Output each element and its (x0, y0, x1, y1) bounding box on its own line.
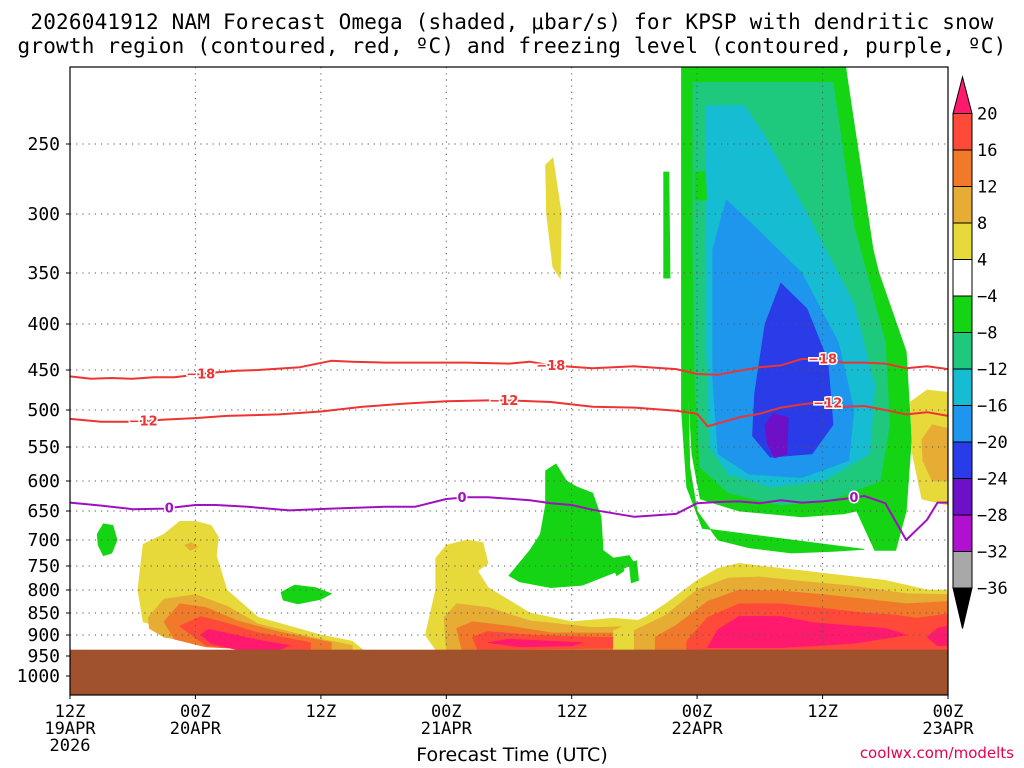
x-tick-label: 22APR (672, 719, 724, 739)
x-tick-label: 12Z (807, 702, 838, 722)
colorbar-swatch (952, 186, 973, 224)
y-tick-label: 400 (27, 314, 60, 335)
colorbar-label: −16 (977, 397, 1008, 417)
x-tick-label: 19APR (44, 719, 96, 739)
contour-label: −12 (129, 415, 158, 430)
site-credit: coolwx.com/modelts (859, 744, 1014, 762)
colorbar-label: −12 (977, 360, 1008, 380)
y-tick-label: 450 (27, 360, 60, 381)
omega-ascent-strip (663, 171, 671, 279)
x-tick-label: 12Z (306, 702, 337, 722)
y-tick-label: 700 (27, 530, 60, 551)
colorbar-swatch (952, 149, 973, 187)
colorbar-swatch (952, 113, 973, 151)
colorbar-arrow-bottom (952, 587, 973, 629)
x-tick-label: 12Z (556, 702, 587, 722)
colorbar-label: −28 (977, 506, 1008, 526)
colorbar-swatch (952, 551, 973, 589)
y-tick-label: 650 (27, 501, 60, 522)
x-tick-label: 21APR (421, 719, 473, 739)
colorbar-label: −32 (977, 543, 1008, 563)
contour-label: 0 (457, 491, 466, 506)
colorbar-label: 8 (977, 214, 987, 234)
omega-descent-aloft (545, 157, 562, 280)
colorbar-label: 20 (977, 105, 997, 125)
contour-line-2 (69, 495, 948, 541)
contour-line-1 (69, 399, 949, 428)
omega-ascent-cell (694, 171, 707, 201)
omega-colorbar: 20 16 12 8 4 −4 −8 −12 −16 −20 −24 −28 −32 −36 (952, 75, 1008, 629)
y-tick-label: 350 (27, 263, 60, 284)
contour-label: −12 (489, 394, 518, 409)
chart-title-line-1: 2026041912 NAM Forecast Omega (shaded, μ… (30, 10, 994, 34)
omega-descent-area (200, 628, 291, 651)
x-tick-label: 00Z (180, 702, 211, 722)
colorbar-label: −8 (977, 324, 997, 344)
x-tick-label: 2026 (50, 736, 91, 756)
x-axis-title: Forecast Time (UTC) (416, 744, 608, 766)
y-tick-label: 600 (27, 471, 60, 492)
contour-label: −18 (536, 359, 565, 374)
colorbar-label: 4 (977, 251, 987, 271)
contour-line-0 (69, 358, 949, 380)
y-tick-label: 500 (27, 400, 60, 421)
omega-contour-minus20 (752, 282, 834, 458)
y-tick-label: 850 (27, 603, 60, 624)
omega-descent-spot (184, 542, 199, 551)
colorbar-swatch (952, 368, 973, 406)
colorbar-swatch (952, 259, 973, 297)
colorbar-label: −36 (977, 579, 1008, 599)
y-tick-label: 1000 (17, 666, 60, 687)
x-tick-label: 00Z (682, 702, 713, 722)
terrain-below-surface (70, 649, 948, 695)
plot-frame (69, 66, 949, 696)
colorbar-label: −4 (977, 287, 997, 307)
colorbar-swatch (952, 332, 973, 370)
colorbar-swatch (952, 441, 973, 479)
x-tick-label: 00Z (933, 702, 964, 722)
y-tick-label: 800 (27, 580, 60, 601)
colorbar-arrow-top (952, 75, 973, 114)
x-tick-label: 20APR (170, 719, 222, 739)
colorbar-label: 16 (977, 141, 997, 161)
contour-label: −18 (186, 368, 215, 383)
y-tick-label: 750 (27, 556, 60, 577)
y-tick-label: 250 (27, 134, 60, 155)
y-tick-label: 900 (27, 625, 60, 646)
colorbar-swatch (952, 295, 973, 333)
contour-label: −12 (813, 397, 842, 412)
omega-descent-area (706, 616, 907, 648)
y-tick-label: 550 (27, 437, 60, 458)
colorbar-swatch (952, 478, 973, 516)
omega-shading (96, 66, 949, 651)
colorbar-label: −24 (977, 470, 1008, 490)
x-tick-label: 00Z (431, 702, 462, 722)
x-tick-label: 23APR (922, 719, 974, 739)
contour-label: 0 (165, 502, 174, 517)
y-tick-label: 300 (27, 204, 60, 225)
omega-ascent-cell (96, 523, 118, 557)
y-tick-label: 950 (27, 646, 60, 667)
omega-ascent-cell (628, 560, 640, 584)
omega-descent-area (488, 638, 583, 648)
colorbar-swatch (952, 514, 973, 552)
chart-title-line-2: growth region (contoured, red, ºC) and f… (17, 34, 1007, 58)
x-tick-label: 12Z (55, 702, 86, 722)
temperature-contours: −18 −18 −18 −12 −12 −12 0 0 0 (69, 351, 949, 541)
colorbar-label: −20 (977, 433, 1008, 453)
colorbar-label: 12 (977, 178, 997, 198)
contour-label: −18 (808, 353, 837, 368)
colorbar-swatch (952, 405, 973, 443)
colorbar-swatch (952, 222, 973, 260)
omega-ascent-cell (610, 558, 625, 577)
contour-label: 0 (849, 491, 858, 506)
pressure-axis: 2503003504004505005506006507007508008509… (17, 134, 70, 687)
